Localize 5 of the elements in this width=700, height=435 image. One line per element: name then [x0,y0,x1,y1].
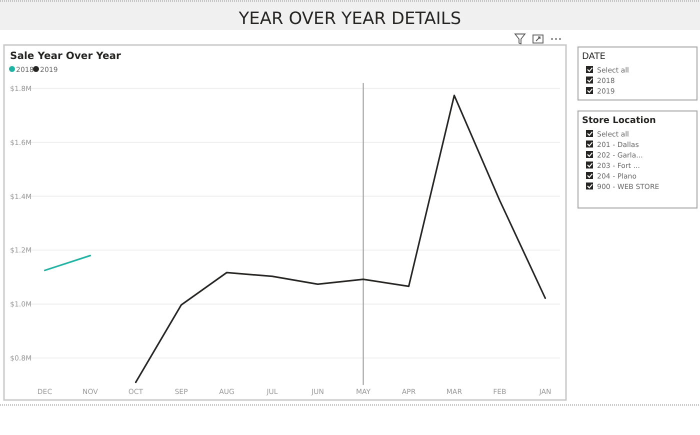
text: DATE [582,52,606,62]
line-series [134,94,546,384]
text: YEAR OVER YEAR DETAILS [238,9,462,29]
chart-title: Sale Year Over Year [10,51,121,62]
text: Store Location [582,116,656,126]
